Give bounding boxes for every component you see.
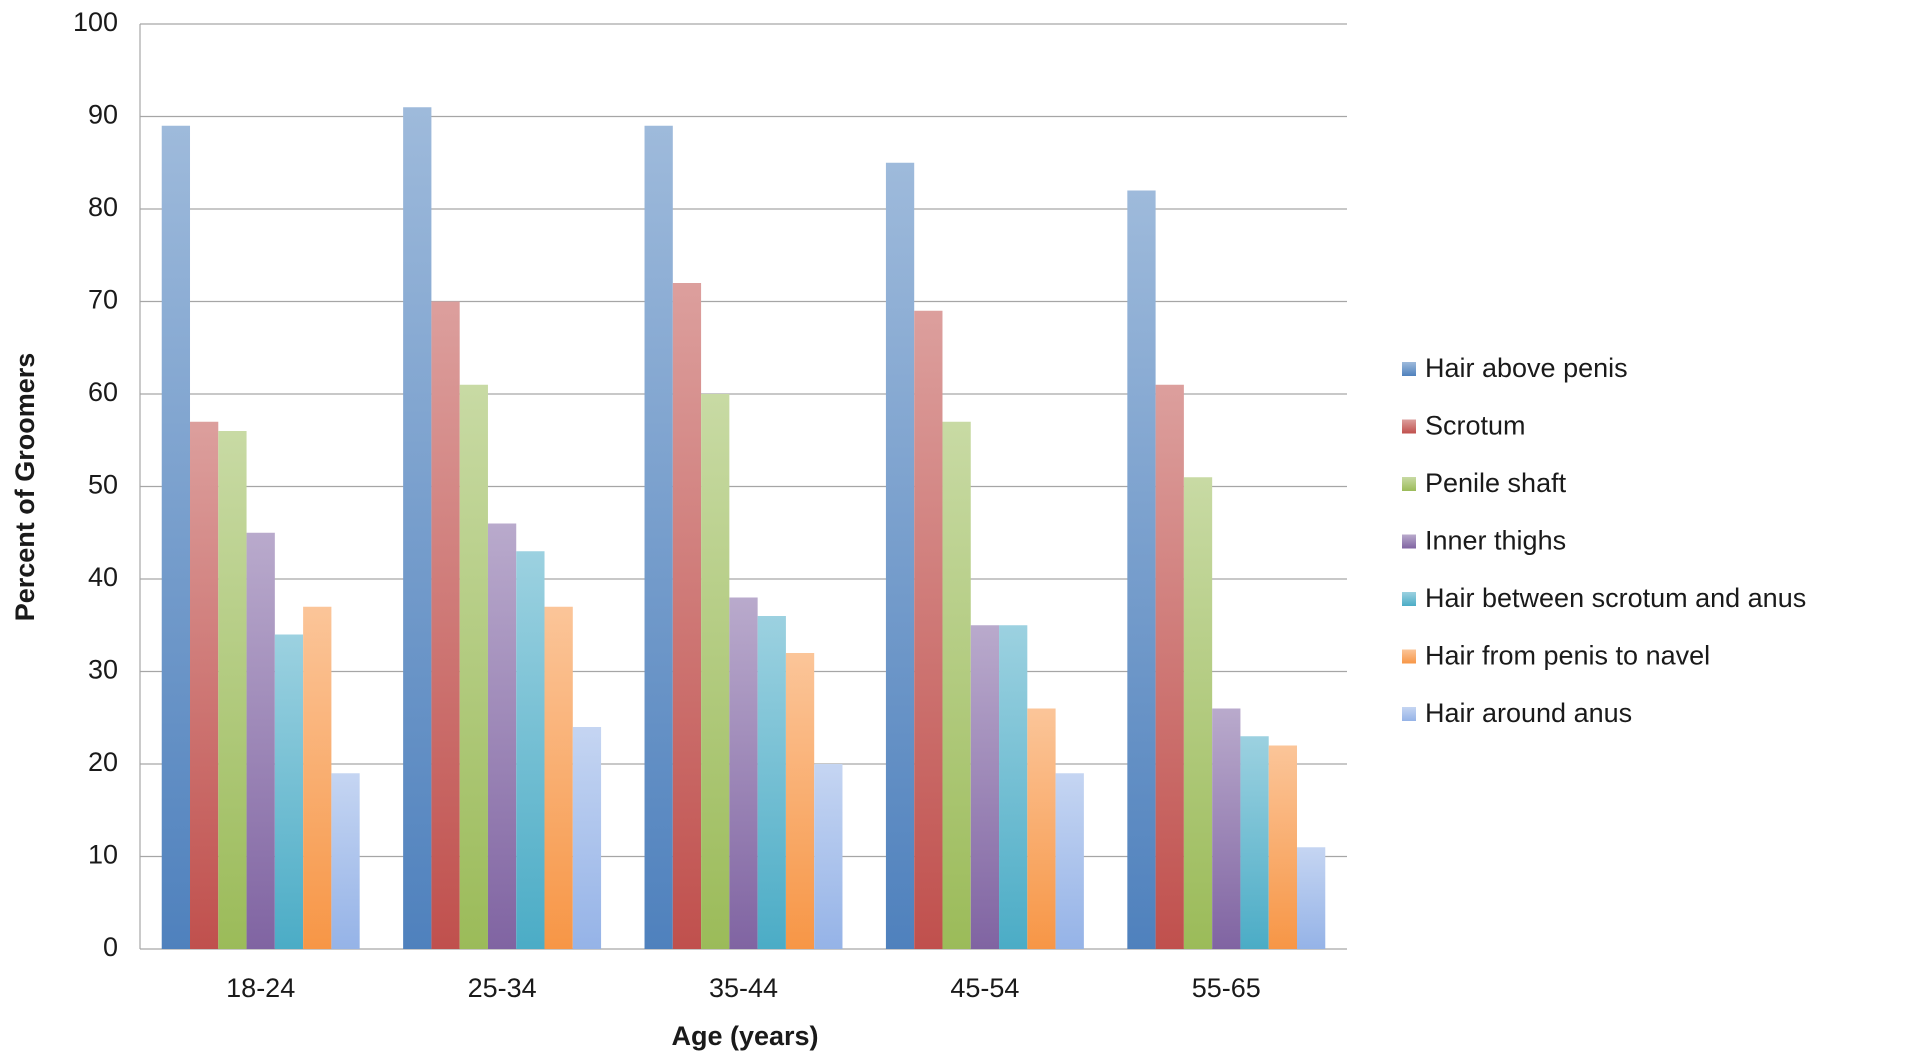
bar: [644, 125, 673, 949]
y-tick-label: 40: [88, 562, 118, 592]
bar: [1268, 745, 1297, 949]
bar: [672, 283, 702, 949]
legend-label: Hair above penis: [1425, 353, 1628, 383]
bar: [1240, 736, 1269, 949]
bar: [1055, 773, 1084, 949]
bar: [1183, 477, 1213, 949]
y-tick-label: 20: [88, 747, 118, 777]
legend-label: Hair around anus: [1425, 698, 1632, 728]
y-tick-label: 0: [103, 932, 118, 962]
y-tick-label: 80: [88, 192, 118, 222]
legend-marker: [1402, 707, 1416, 721]
bar: [1212, 708, 1241, 949]
bar: [914, 310, 943, 949]
bar: [161, 125, 191, 949]
y-tick-label: 100: [73, 7, 118, 37]
legend-label: Hair from penis to navel: [1425, 641, 1710, 671]
bar: [487, 523, 517, 949]
y-tick-label: 90: [88, 100, 118, 130]
bar: [942, 421, 971, 949]
bar: [1127, 190, 1156, 949]
legend-label: Inner thighs: [1425, 526, 1566, 556]
bar: [459, 384, 488, 949]
x-tick-label: 18-24: [226, 973, 295, 1003]
x-tick-label: 55-65: [1192, 973, 1261, 1003]
bar: [1155, 384, 1184, 949]
x-axis-title: Age (years): [671, 1021, 818, 1051]
y-tick-label: 60: [88, 377, 118, 407]
bar: [274, 634, 304, 949]
bar: [431, 301, 460, 949]
legend-marker: [1402, 477, 1416, 491]
legend-marker: [1402, 362, 1416, 376]
bar: [516, 551, 545, 949]
bar: [403, 107, 432, 949]
bar: [814, 764, 843, 949]
bar: [544, 606, 573, 949]
bar: [885, 162, 915, 949]
bar: [999, 625, 1028, 949]
legend-marker: [1402, 649, 1416, 664]
bar: [190, 421, 219, 949]
y-axis-title: Percent of Groomers: [10, 353, 40, 622]
x-tick-label: 35-44: [709, 973, 778, 1003]
bar: [218, 431, 247, 949]
legend-label: Penile shaft: [1425, 468, 1567, 498]
legend-label: Scrotum: [1425, 411, 1526, 441]
legend-marker: [1402, 419, 1416, 434]
bar: [729, 597, 758, 949]
bar: [785, 653, 815, 949]
bar: [572, 727, 602, 949]
bar: [970, 625, 1000, 949]
x-tick-label: 45-54: [950, 973, 1019, 1003]
bar: [1296, 847, 1326, 949]
bar: [331, 773, 360, 949]
legend-marker: [1402, 534, 1416, 549]
y-tick-label: 70: [88, 285, 118, 315]
bar: [1027, 708, 1056, 949]
legend-marker: [1402, 592, 1416, 606]
y-tick-label: 30: [88, 655, 118, 685]
bar: [303, 606, 332, 949]
bar: [757, 616, 786, 949]
x-tick-label: 25-34: [468, 973, 537, 1003]
bar: [246, 532, 275, 949]
bar: [701, 394, 730, 949]
legend-label: Hair between scrotum and anus: [1425, 583, 1806, 613]
y-tick-label: 50: [88, 470, 118, 500]
y-tick-label: 10: [88, 840, 118, 870]
